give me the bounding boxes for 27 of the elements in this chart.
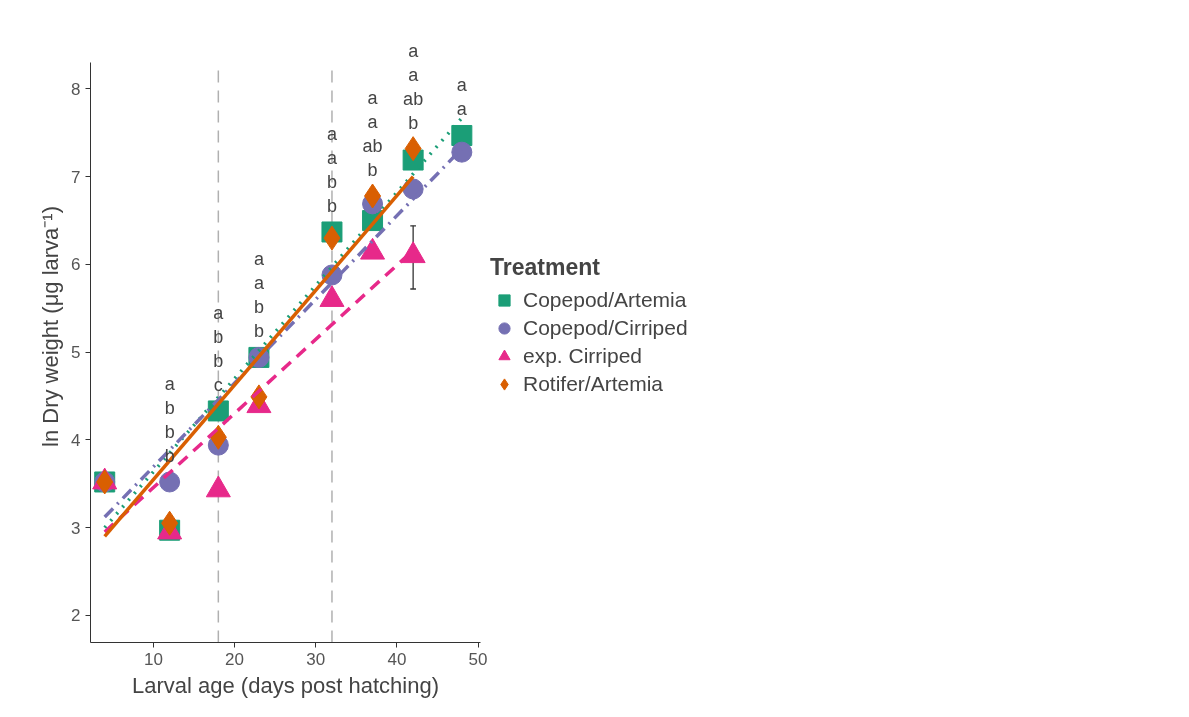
x-tick-label: 50 xyxy=(468,649,488,669)
legend-label: exp. Cirriped xyxy=(523,344,643,368)
legend-label: Copepod/Cirriped xyxy=(523,316,688,340)
y-tick-label: 3 xyxy=(71,518,81,538)
y-tick-label: 7 xyxy=(71,167,81,187)
y-tick-label: 2 xyxy=(71,606,81,626)
y-tick-label: 5 xyxy=(71,343,81,363)
legend-title: Treatment xyxy=(490,254,601,281)
point xyxy=(159,471,181,493)
legend-label: Rotifer/Artemia xyxy=(523,372,664,396)
annotation: a a ab b xyxy=(362,88,383,181)
x-tick-label: 40 xyxy=(387,649,407,669)
x-axis-title: Larval age (days post hatching) xyxy=(132,672,439,698)
point xyxy=(451,141,473,163)
x-tick-label: 10 xyxy=(143,649,163,669)
legend-label: Copepod/Artemia xyxy=(523,288,687,312)
annotation: a b b c xyxy=(213,302,225,395)
annotation: a a ab b xyxy=(403,40,424,133)
annotation: a a b b xyxy=(326,123,338,216)
y-tick-label: 4 xyxy=(71,430,81,450)
x-tick-label: 20 xyxy=(225,649,245,669)
y-axis-title: ln Dry weight (μg larva⁻¹) xyxy=(38,206,64,447)
y-tick-label: 8 xyxy=(71,80,81,99)
annotation: a a xyxy=(456,75,468,120)
y-tick-label: 6 xyxy=(71,255,81,275)
annotation: a a b b xyxy=(253,249,265,342)
x-tick-label: 30 xyxy=(306,649,326,669)
